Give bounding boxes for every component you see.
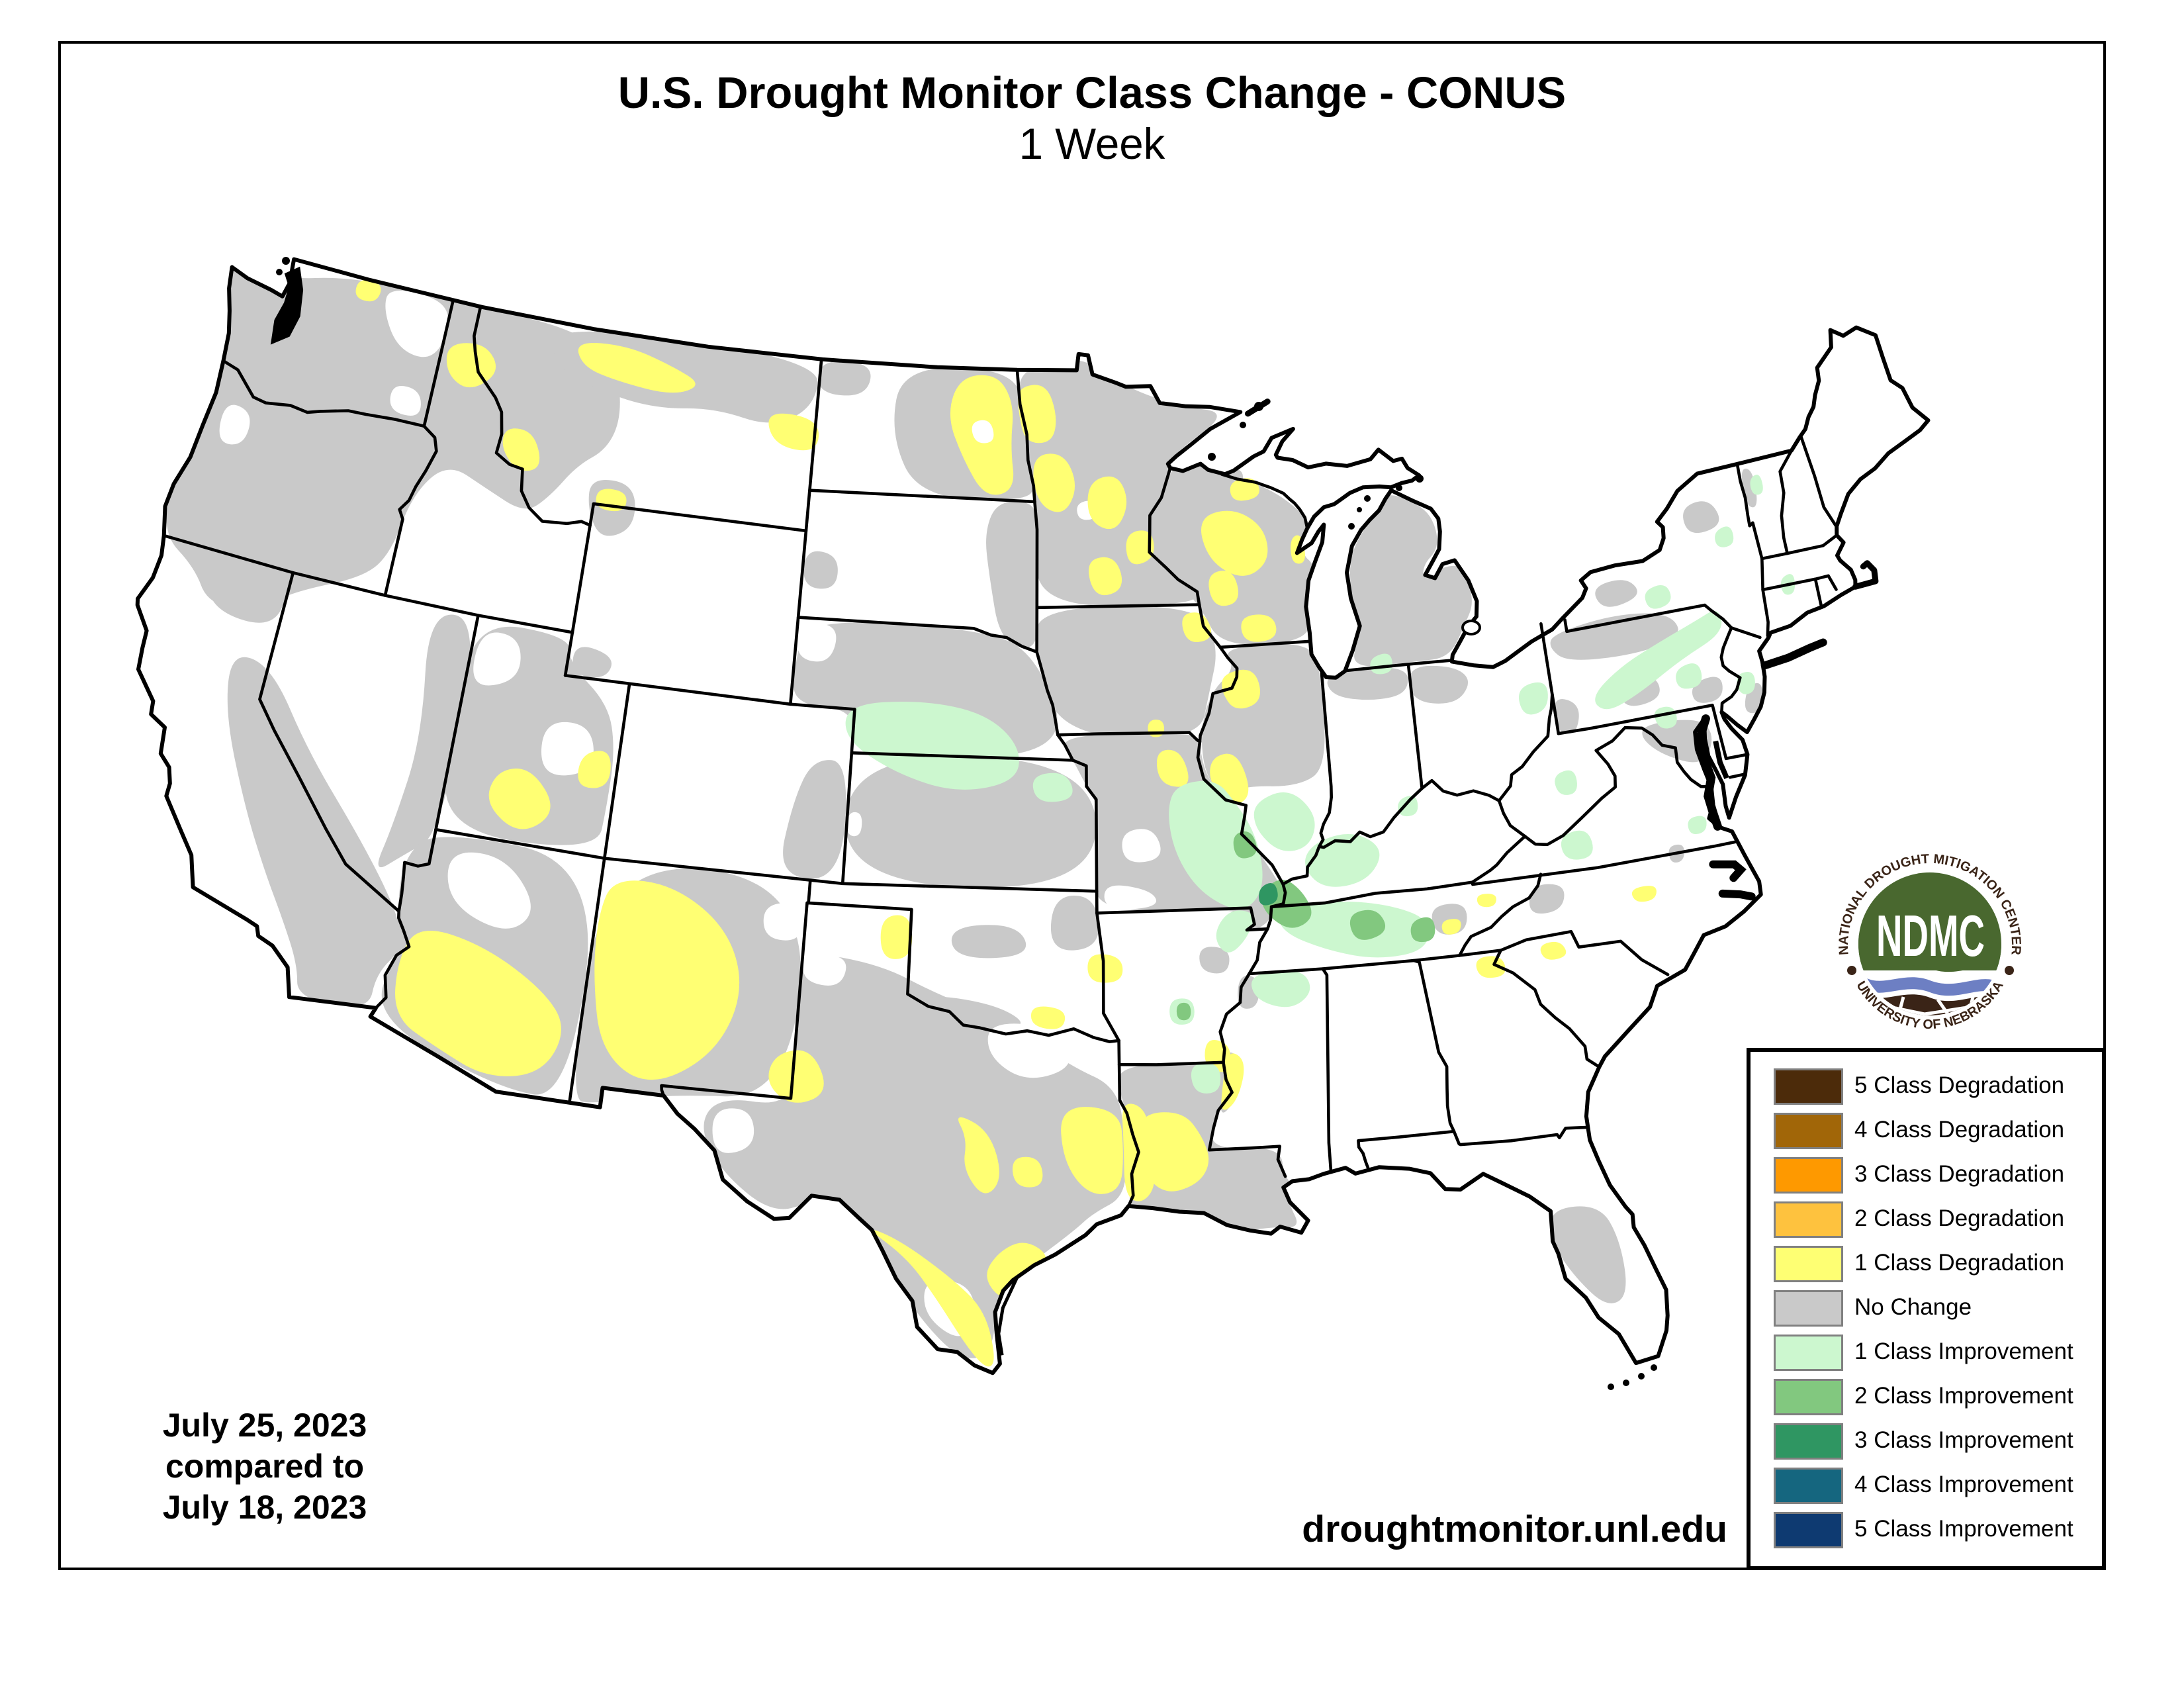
svg-text:NDMC: NDMC bbox=[1876, 903, 1985, 968]
